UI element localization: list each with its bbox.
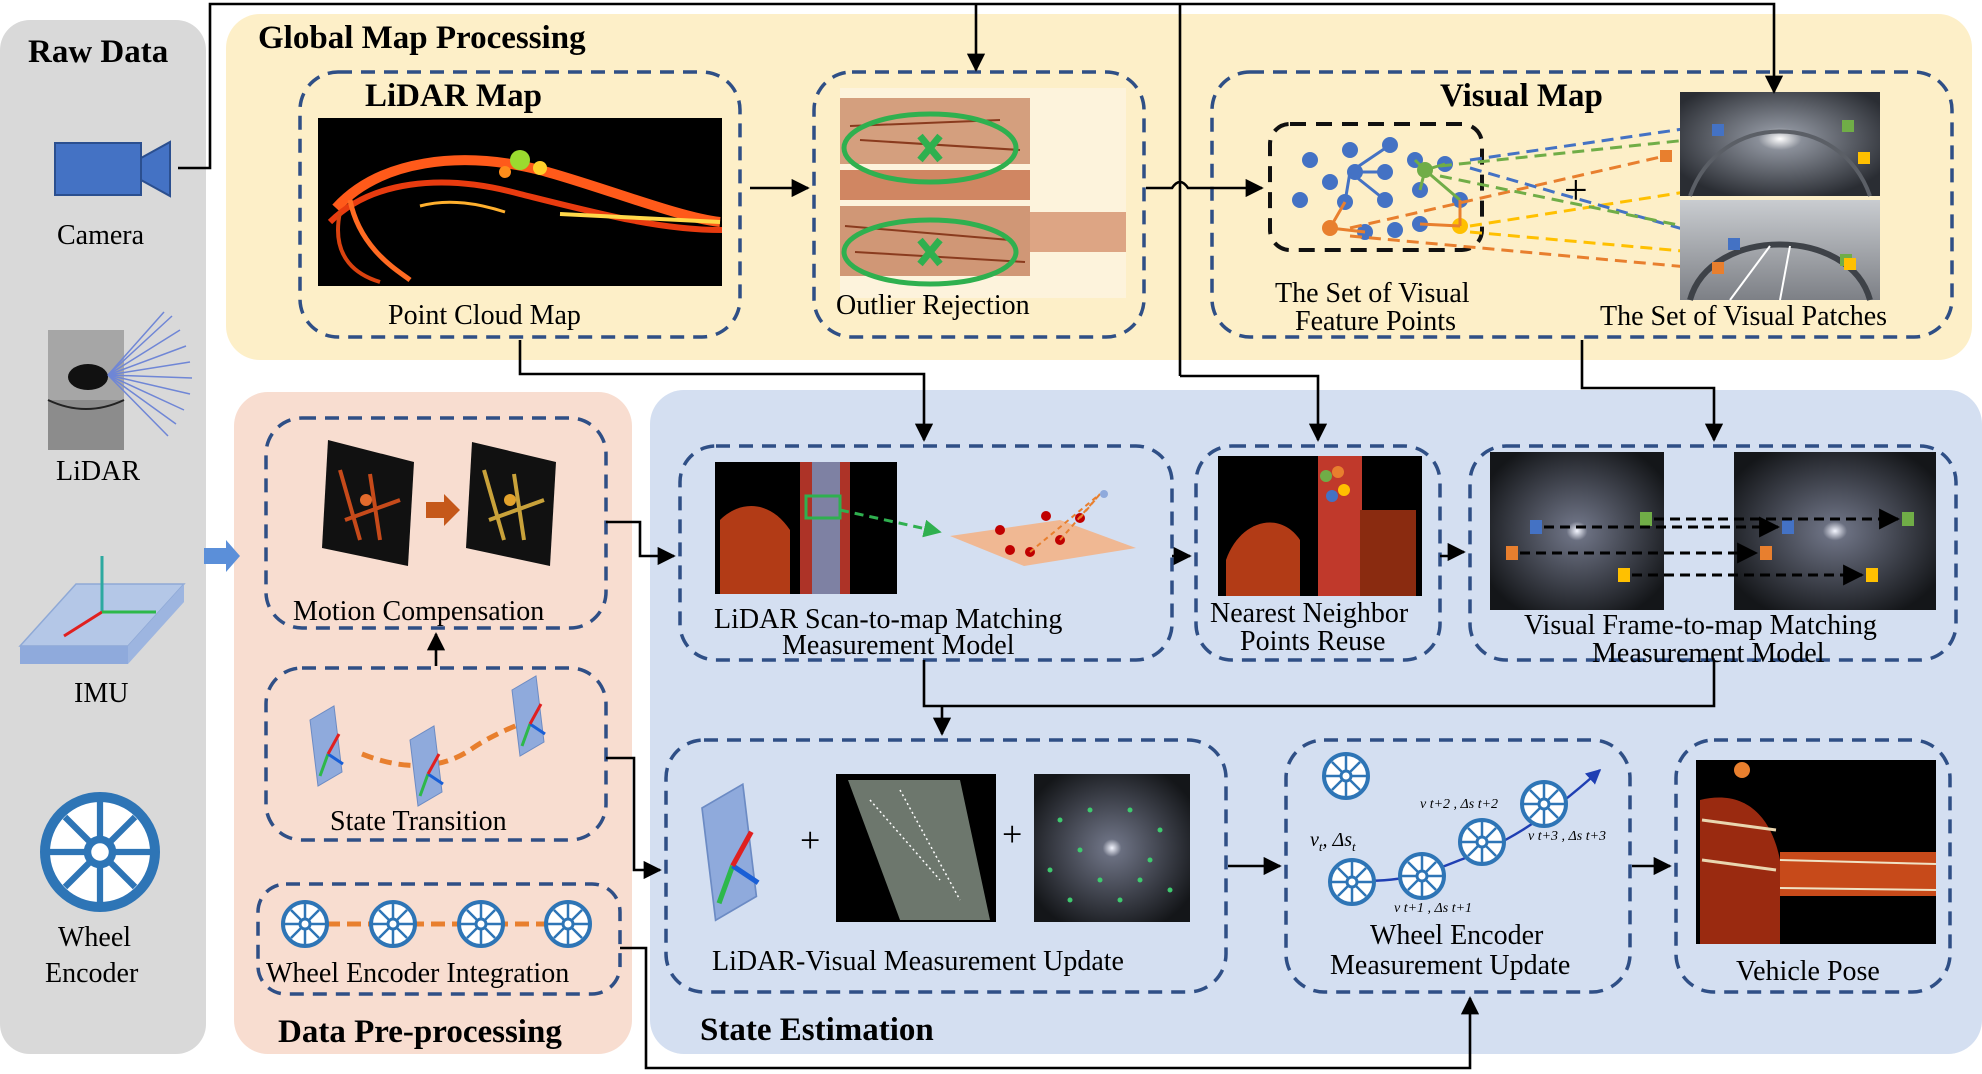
camera-label: Camera: [57, 220, 145, 251]
camera-icon: [54, 140, 171, 198]
feature-points-caption-line1: The Set of Visual: [1275, 278, 1470, 309]
wheel-update-caption-line1: Wheel Encoder: [1370, 920, 1544, 951]
visual-patches-caption: The Set of Visual Patches: [1600, 301, 1887, 332]
wheel-state-label-t3: v t+3 , Δs t+3: [1528, 829, 1606, 844]
lidar-visual-update-box: [664, 738, 1228, 994]
wheel-label-line2: Encoder: [45, 958, 139, 989]
wheel-state-label-t: vt, Δst: [1310, 829, 1356, 854]
wheel-label-line1: Wheel: [58, 922, 131, 953]
update-plus-icon-1: +: [800, 820, 820, 860]
scan-to-map-caption-line2: Measurement Model: [782, 630, 1015, 661]
wheel-update-image: [1322, 752, 1602, 906]
scan-to-map-image: [715, 462, 1136, 594]
visual-map-title: Visual Map: [1440, 78, 1603, 114]
visual-map-plus-icon: +: [1564, 168, 1588, 214]
motion-compensation-image: [322, 440, 556, 566]
vehicle-pose-image: [1696, 760, 1937, 944]
outlier-rejection-box: [812, 70, 1146, 339]
wheel-state-label-t2: v t+2 , Δs t+2: [1420, 797, 1498, 812]
feature-points-caption-line2: Feature Points: [1295, 306, 1456, 337]
wheel-icon: [369, 900, 417, 948]
raw-data-panel: [0, 20, 206, 1054]
visual-matching-caption-line2: Measurement Model: [1592, 638, 1825, 669]
input-arrow-icon: [204, 540, 240, 572]
feature-points-box: [1268, 122, 1484, 252]
lidar-visual-update-image: [702, 774, 1190, 922]
raw-data-title: Raw Data: [28, 34, 168, 70]
state-transition-caption: State Transition: [330, 806, 507, 837]
wheel-icon: [1398, 852, 1446, 900]
wheel-icon: [544, 900, 592, 948]
wheel-integration-caption: Wheel Encoder Integration: [266, 958, 569, 989]
outlier-rejection-image: [840, 88, 1126, 298]
lidar-icon: [47, 311, 193, 450]
vehicle-pose-caption: Vehicle Pose: [1736, 956, 1880, 987]
wheel-state-label-t1: v t+1 , Δs t+1: [1394, 901, 1472, 916]
state-transition-image: [308, 674, 547, 808]
lidar-visual-update-caption: LiDAR-Visual Measurement Update: [712, 946, 1124, 977]
wheel-icon: [1520, 780, 1568, 828]
lidar-label: LiDAR: [56, 456, 140, 487]
state-estimation-title: State Estimation: [700, 1012, 934, 1048]
nearest-neighbor-caption-line2: Points Reuse: [1240, 626, 1385, 657]
global-map-title: Global Map Processing: [258, 20, 586, 56]
visual-matching-image: [1490, 452, 1936, 610]
feature-points-cluster: [1292, 137, 1468, 240]
point-cloud-map-image: [318, 118, 723, 286]
visual-map-box: [1210, 70, 1954, 339]
nearest-neighbor-image: [1218, 456, 1422, 596]
imu-label: IMU: [74, 678, 128, 709]
wheel-integration-box: [256, 882, 622, 996]
wheel-icon: [1322, 752, 1370, 800]
visual-matching-caption-line1: Visual Frame-to-map Matching: [1524, 610, 1877, 641]
visual-patches-images: [1660, 92, 1880, 301]
wheel-icon: [1328, 858, 1376, 906]
update-plus-icon-2: +: [1002, 814, 1022, 854]
scan-to-map-caption-line1: LiDAR Scan-to-map Matching: [714, 604, 1062, 635]
wheel-integration-image: [281, 900, 592, 948]
arrow-icon: [178, 2, 1784, 1070]
imu-icon: [18, 556, 186, 664]
pre-processing-panel: [234, 392, 632, 1054]
motion-compensation-caption: Motion Compensation: [293, 596, 544, 627]
wheel-icon: [281, 900, 329, 948]
state-transition-box: [264, 666, 608, 842]
lidar-map-title: LiDAR Map: [365, 78, 542, 114]
point-cloud-caption: Point Cloud Map: [388, 300, 581, 331]
lidar-map-box: [298, 70, 742, 339]
wheel-icon: [1458, 818, 1506, 866]
outlier-rejection-caption: Outlier Rejection: [836, 290, 1030, 321]
vehicle-pose-box: [1674, 738, 1952, 994]
nearest-neighbor-caption-line1: Nearest Neighbor: [1210, 598, 1409, 629]
scan-to-map-box: [678, 444, 1174, 662]
wheel-icon: [457, 900, 505, 948]
wheel-icon: [45, 797, 155, 907]
pre-processing-title: Data Pre-processing: [278, 1014, 562, 1050]
nearest-neighbor-box: [1194, 444, 1442, 662]
wheel-update-box: [1284, 738, 1632, 994]
wheel-update-caption-line2: Measurement Update: [1330, 950, 1570, 981]
